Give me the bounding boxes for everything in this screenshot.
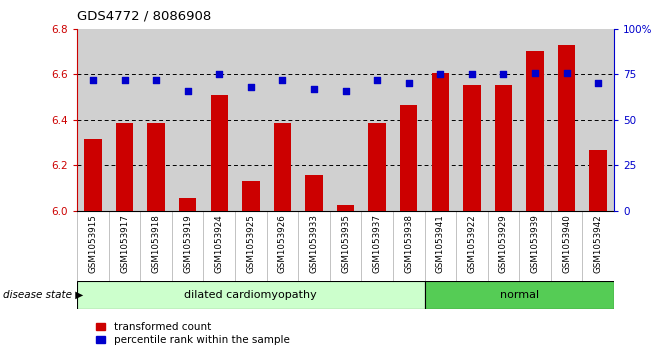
Text: GSM1053938: GSM1053938 [404, 214, 413, 273]
Text: GSM1053942: GSM1053942 [594, 214, 603, 273]
Text: GSM1053939: GSM1053939 [531, 214, 539, 273]
Point [151, 77, 162, 83]
Text: GSM1053926: GSM1053926 [278, 214, 287, 273]
Legend: transformed count, percentile rank within the sample: transformed count, percentile rank withi… [96, 322, 289, 345]
Text: GSM1053933: GSM1053933 [309, 214, 319, 273]
Point [498, 72, 509, 77]
Bar [495, 85, 512, 211]
Point [561, 70, 572, 76]
Bar [77, 29, 109, 211]
Bar [463, 85, 480, 211]
Bar [274, 123, 291, 211]
Bar [85, 139, 101, 211]
Bar [456, 29, 488, 211]
Point [309, 86, 319, 92]
Point [372, 77, 382, 83]
Bar [329, 29, 362, 211]
Text: GSM1053919: GSM1053919 [183, 214, 192, 273]
Point [119, 77, 130, 83]
Point [466, 72, 477, 77]
Point [340, 88, 351, 94]
Bar [362, 29, 393, 211]
Bar [431, 73, 449, 211]
Bar [551, 29, 582, 211]
Point [403, 81, 414, 86]
Text: disease state ▶: disease state ▶ [3, 290, 84, 300]
Point [246, 84, 256, 90]
Bar [77, 281, 425, 309]
Bar [590, 150, 607, 211]
Text: GSM1053929: GSM1053929 [499, 214, 508, 273]
Bar [116, 123, 134, 211]
Text: GSM1053922: GSM1053922 [468, 214, 476, 273]
Text: GSM1053918: GSM1053918 [152, 214, 160, 273]
Bar [368, 123, 386, 211]
Point [277, 77, 288, 83]
Bar [305, 175, 323, 211]
Bar [393, 29, 425, 211]
Text: GSM1053941: GSM1053941 [435, 214, 445, 273]
Text: dilated cardiomyopathy: dilated cardiomyopathy [185, 290, 317, 300]
Bar [235, 29, 266, 211]
Bar [337, 205, 354, 211]
Bar [172, 29, 203, 211]
Bar [298, 29, 329, 211]
Bar [400, 105, 417, 211]
Bar [148, 123, 165, 211]
Text: GSM1053917: GSM1053917 [120, 214, 129, 273]
Point [183, 88, 193, 94]
Bar [526, 50, 544, 211]
Bar [211, 95, 228, 211]
Bar [519, 29, 551, 211]
Text: GDS4772 / 8086908: GDS4772 / 8086908 [77, 9, 211, 22]
Text: GSM1053940: GSM1053940 [562, 214, 571, 273]
Bar [266, 29, 298, 211]
Text: GSM1053937: GSM1053937 [372, 214, 382, 273]
Bar [109, 29, 140, 211]
Text: normal: normal [500, 290, 539, 300]
Point [88, 77, 99, 83]
Bar [242, 181, 260, 211]
Point [592, 81, 603, 86]
Text: GSM1053925: GSM1053925 [246, 214, 256, 273]
Bar [140, 29, 172, 211]
Bar [179, 198, 197, 211]
Text: GSM1053915: GSM1053915 [89, 214, 97, 273]
Bar [582, 29, 614, 211]
Bar [425, 29, 456, 211]
Point [529, 70, 540, 76]
Text: GSM1053924: GSM1053924 [215, 214, 223, 273]
Text: GSM1053935: GSM1053935 [341, 214, 350, 273]
Bar [425, 281, 614, 309]
Point [435, 72, 446, 77]
Bar [488, 29, 519, 211]
Point [214, 72, 225, 77]
Bar [558, 45, 575, 211]
Bar [203, 29, 235, 211]
